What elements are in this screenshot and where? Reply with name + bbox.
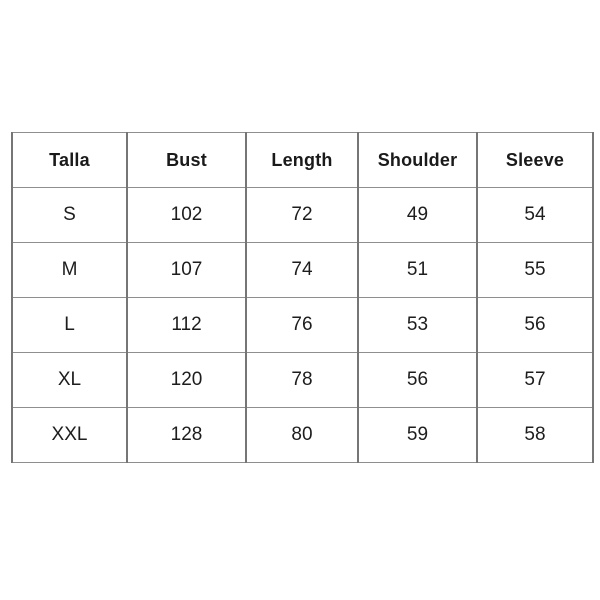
sleeve-cell: 55 bbox=[476, 242, 594, 298]
size-cell: M bbox=[11, 242, 128, 298]
shoulder-cell: 51 bbox=[357, 242, 478, 298]
bust-cell: 128 bbox=[126, 407, 247, 463]
size-cell: XXL bbox=[11, 407, 128, 463]
bust-cell: 120 bbox=[126, 352, 247, 408]
column-header-talla: Talla bbox=[11, 132, 128, 188]
size-chart-table: Talla Bust Length Shoulder Sleeve S 102 … bbox=[11, 132, 594, 463]
table-header-row: Talla Bust Length Shoulder Sleeve bbox=[11, 132, 594, 188]
table-row-l: L 112 76 53 56 bbox=[11, 297, 594, 353]
column-header-shoulder: Shoulder bbox=[357, 132, 478, 188]
shoulder-cell: 49 bbox=[357, 187, 478, 243]
length-cell: 74 bbox=[245, 242, 359, 298]
length-cell: 76 bbox=[245, 297, 359, 353]
table-row-m: M 107 74 51 55 bbox=[11, 242, 594, 298]
sleeve-cell: 58 bbox=[476, 407, 594, 463]
size-cell: L bbox=[11, 297, 128, 353]
column-header-length: Length bbox=[245, 132, 359, 188]
table-row-s: S 102 72 49 54 bbox=[11, 187, 594, 243]
sleeve-cell: 56 bbox=[476, 297, 594, 353]
bust-cell: 102 bbox=[126, 187, 247, 243]
size-cell: S bbox=[11, 187, 128, 243]
bust-cell: 112 bbox=[126, 297, 247, 353]
table-row-xl: XL 120 78 56 57 bbox=[11, 352, 594, 408]
bust-cell: 107 bbox=[126, 242, 247, 298]
size-cell: XL bbox=[11, 352, 128, 408]
shoulder-cell: 56 bbox=[357, 352, 478, 408]
table-row-xxl: XXL 128 80 59 58 bbox=[11, 407, 594, 463]
shoulder-cell: 59 bbox=[357, 407, 478, 463]
shoulder-cell: 53 bbox=[357, 297, 478, 353]
length-cell: 78 bbox=[245, 352, 359, 408]
column-header-bust: Bust bbox=[126, 132, 247, 188]
sleeve-cell: 57 bbox=[476, 352, 594, 408]
length-cell: 80 bbox=[245, 407, 359, 463]
sleeve-cell: 54 bbox=[476, 187, 594, 243]
column-header-sleeve: Sleeve bbox=[476, 132, 594, 188]
length-cell: 72 bbox=[245, 187, 359, 243]
